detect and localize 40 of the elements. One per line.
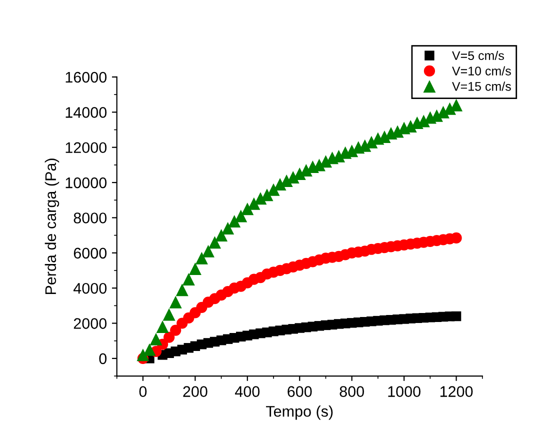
point: [222, 222, 234, 235]
x-tick-label: 400: [235, 386, 260, 397]
y-tick-label: 6000: [74, 248, 107, 259]
point: [162, 308, 176, 321]
y-tick-label: 8000: [74, 212, 107, 224]
legend-label: V=10 cm/s: [452, 66, 511, 76]
point: [195, 252, 208, 264]
x-tick-label: 800: [340, 386, 364, 397]
point: [170, 324, 182, 336]
point: [182, 273, 195, 286]
point: [202, 244, 214, 258]
point: [169, 296, 182, 308]
y-tick-label: 4000: [73, 282, 107, 294]
y-tick-label: 10000: [66, 177, 107, 188]
y-tick-label: 16000: [66, 72, 107, 83]
point: [228, 214, 241, 228]
point: [450, 232, 462, 244]
y-tick-label: 14000: [66, 107, 107, 118]
x-tick-label: 0: [139, 386, 147, 397]
point: [150, 332, 162, 346]
point: [164, 332, 175, 343]
y-axis-title: Perda de carga (Pa): [44, 158, 60, 294]
x-tick-label: 600: [288, 386, 312, 397]
point: [156, 320, 169, 334]
x-tick-label: 1000: [388, 386, 420, 397]
y-tick-label: 2000: [74, 318, 107, 329]
x-tick-label: 200: [183, 386, 208, 397]
point: [234, 210, 248, 222]
x-axis-title: Tempo (s): [266, 406, 333, 420]
point: [188, 262, 202, 275]
point: [176, 284, 188, 296]
point: [248, 197, 260, 210]
legend-label: V=5 cm/s: [452, 50, 504, 60]
point: [215, 229, 228, 242]
legend-label: V=15 cm/s: [452, 82, 511, 91]
y-tick-label: 0: [99, 353, 107, 364]
y-tick-label: 12000: [66, 142, 107, 154]
point: [208, 236, 222, 249]
point: [451, 311, 462, 322]
x-tick-label: 1200: [440, 386, 473, 397]
